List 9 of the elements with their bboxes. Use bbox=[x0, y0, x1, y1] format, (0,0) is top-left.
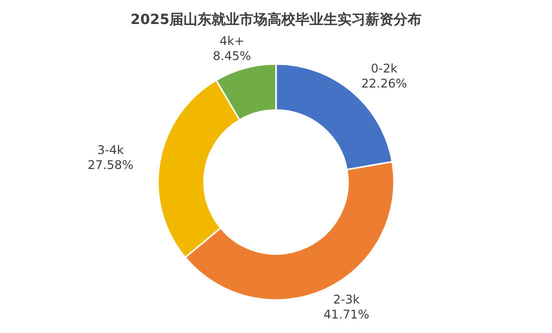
slice-label: 2-3k bbox=[333, 292, 360, 306]
chart-title: 2025届山东就业市场高校毕业生实习薪资分布 bbox=[130, 11, 422, 28]
data-label: 8.45% bbox=[212, 48, 251, 63]
slice-label: 4k+ bbox=[220, 34, 244, 48]
data-label: 41.71% bbox=[324, 307, 370, 322]
slice-label: 0-2k bbox=[370, 61, 398, 76]
slice-label: 3-4k bbox=[97, 143, 124, 158]
data-label: 27.58% bbox=[88, 158, 134, 172]
data-label: 22.26% bbox=[361, 76, 408, 90]
